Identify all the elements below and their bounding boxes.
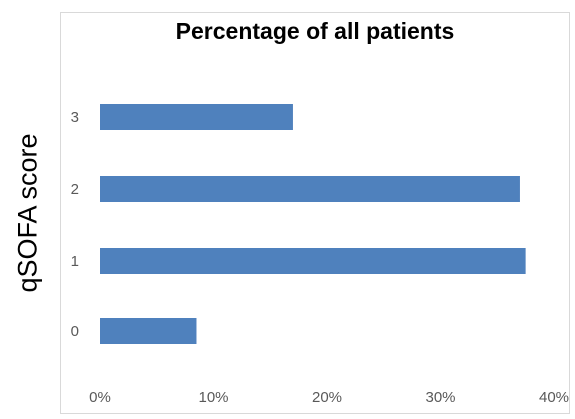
- chart-frame: [60, 12, 570, 414]
- y-tick-label: 2: [71, 181, 79, 198]
- y-tick-label: 0: [71, 323, 79, 340]
- bar-2: [100, 176, 520, 202]
- x-tick-label: 10%: [198, 389, 228, 406]
- y-tick-label: 3: [71, 109, 79, 126]
- y-tick-label: 1: [71, 253, 79, 270]
- bar-3: [100, 104, 293, 130]
- bar-1: [100, 248, 526, 274]
- chart-title: Percentage of all patients: [175, 18, 455, 44]
- x-tick-label: 40%: [539, 389, 569, 406]
- x-tick-label: 30%: [425, 389, 455, 406]
- bar-0: [100, 318, 197, 344]
- x-tick-label: 0%: [89, 389, 111, 406]
- x-tick-label: 20%: [312, 389, 342, 406]
